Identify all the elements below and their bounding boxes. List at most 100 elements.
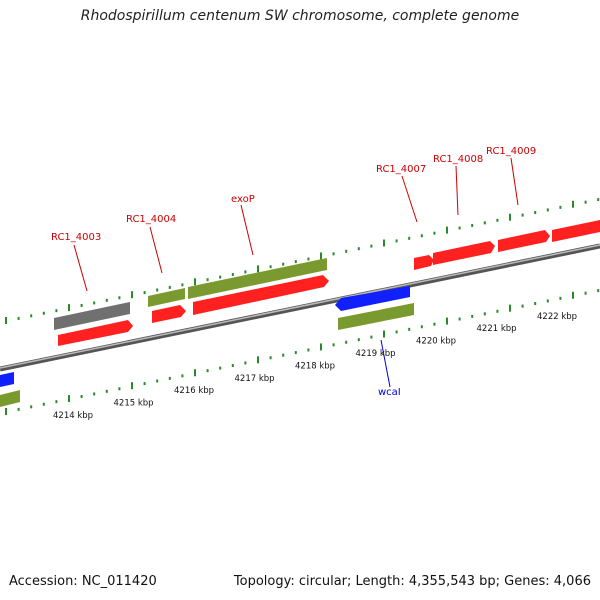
minor-tick	[559, 205, 562, 209]
major-tick	[5, 317, 7, 324]
minor-tick	[370, 335, 373, 339]
gene-label-rc1-4009[interactable]: RC1_4009	[486, 146, 536, 157]
minor-tick	[483, 221, 486, 225]
minor-tick	[294, 351, 297, 355]
minor-tick	[143, 382, 146, 386]
gene-label-rc1-4007[interactable]: RC1_4007	[376, 164, 426, 175]
gene-green-exop[interactable]	[188, 258, 327, 299]
scale-label: 4215 kbp	[114, 399, 154, 409]
minor-tick	[244, 270, 247, 274]
minor-tick	[181, 283, 184, 287]
map-title: Rhodospirillum centenum SW chromosome, c…	[80, 8, 520, 24]
major-tick	[446, 226, 448, 234]
minor-tick	[143, 291, 146, 295]
minor-tick	[307, 348, 310, 352]
minor-tick	[483, 312, 486, 316]
gene-green-wcai[interactable]	[338, 303, 414, 330]
lower-tick-ruler	[5, 289, 600, 415]
minor-tick	[345, 340, 348, 344]
minor-tick	[181, 374, 184, 378]
scale-label: 4217 kbp	[235, 374, 275, 384]
major-tick	[194, 278, 196, 286]
minor-tick	[433, 231, 436, 235]
minor-tick	[345, 249, 348, 253]
minor-tick	[17, 407, 20, 411]
gene-labels: RC1_4003 RC1_4004 exoP RC1_4007 RC1_4008…	[51, 146, 536, 398]
minor-tick	[433, 322, 436, 326]
minor-tick	[584, 291, 587, 295]
scale-label: 4218 kbp	[295, 361, 335, 371]
minor-tick	[294, 260, 297, 264]
major-tick	[509, 304, 511, 312]
major-tick	[131, 291, 133, 299]
minor-tick	[244, 361, 247, 365]
minor-tick	[357, 247, 360, 251]
minor-tick	[30, 314, 33, 318]
major-tick	[320, 252, 322, 260]
minor-tick	[282, 262, 285, 266]
upper-gene-track	[54, 220, 600, 330]
gene-green-left[interactable]	[0, 390, 20, 407]
major-tick	[131, 382, 133, 390]
minor-tick	[282, 353, 285, 357]
scale-label: 4219 kbp	[356, 349, 396, 359]
minor-tick	[93, 301, 96, 305]
minor-tick	[105, 298, 108, 302]
minor-tick	[42, 402, 45, 406]
gene-label-wcai[interactable]: wcaI	[378, 387, 401, 398]
gene-red-4007[interactable]	[414, 255, 434, 270]
major-tick	[257, 265, 259, 273]
minor-tick	[559, 296, 562, 300]
minor-tick	[521, 304, 524, 308]
minor-tick	[395, 330, 398, 334]
major-tick	[257, 356, 259, 364]
minor-tick	[458, 226, 461, 230]
minor-tick	[269, 265, 272, 269]
minor-tick	[357, 338, 360, 342]
minor-tick	[546, 208, 549, 212]
major-tick	[320, 343, 322, 351]
gene-red-c[interactable]	[193, 275, 329, 315]
minor-tick	[93, 392, 96, 396]
minor-tick	[408, 327, 411, 331]
minor-tick	[231, 364, 234, 368]
minor-tick	[206, 278, 209, 282]
gene-red-a[interactable]	[58, 320, 133, 346]
major-tick	[509, 213, 511, 221]
scale-label: 4222 kbp	[537, 312, 577, 322]
gene-label-exop[interactable]: exoP	[231, 194, 255, 205]
gene-label-rc1-4008[interactable]: RC1_4008	[433, 154, 483, 165]
minor-tick	[597, 289, 600, 293]
gene-label-rc1-4004[interactable]: RC1_4004	[126, 214, 176, 225]
major-tick	[5, 408, 7, 415]
major-tick	[446, 317, 448, 325]
gene-green-small[interactable]	[148, 288, 185, 307]
gene-red-4008[interactable]	[433, 241, 495, 265]
major-tick	[572, 200, 574, 208]
chromosome-backbone	[0, 243, 600, 372]
minor-tick	[156, 288, 159, 292]
gene-red-edge[interactable]	[552, 220, 600, 242]
gene-blue-left[interactable]	[0, 372, 14, 387]
scale-labels: 4214 kbp 4215 kbp 4216 kbp 4217 kbp 4218 kbp…	[53, 312, 577, 421]
minor-tick	[80, 395, 83, 399]
minor-tick	[496, 218, 499, 222]
gene-gray[interactable]	[54, 302, 130, 330]
minor-tick	[168, 376, 171, 380]
minor-tick	[534, 302, 537, 306]
gene-red-b[interactable]	[152, 305, 186, 323]
minor-tick	[55, 400, 58, 404]
minor-tick	[231, 273, 234, 277]
minor-tick	[118, 296, 121, 300]
gene-blue-wcai[interactable]	[335, 286, 410, 311]
minor-tick	[332, 252, 335, 256]
gene-callouts	[73, 157, 519, 388]
major-tick	[383, 239, 385, 247]
gene-label-rc1-4003[interactable]: RC1_4003	[51, 232, 101, 243]
lower-gene-track	[0, 275, 414, 407]
gene-red-4009[interactable]	[498, 230, 550, 252]
minor-tick	[420, 234, 423, 238]
major-tick	[383, 330, 385, 338]
minor-tick	[597, 198, 600, 202]
